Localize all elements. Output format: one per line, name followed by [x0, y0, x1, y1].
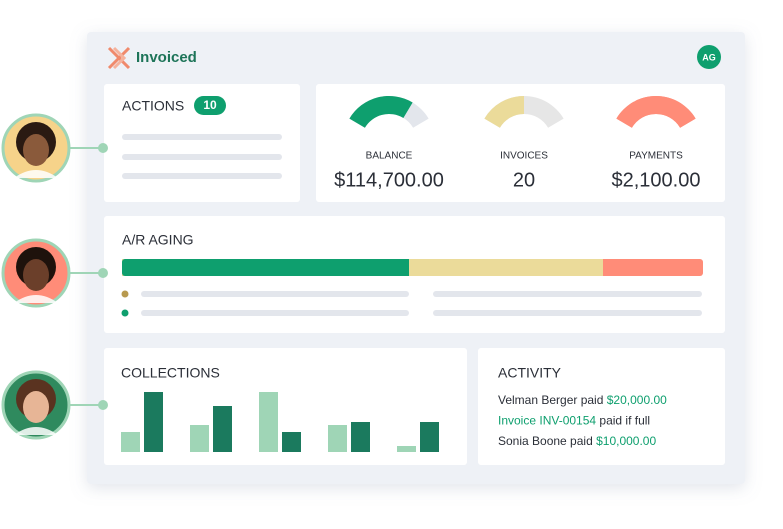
legend-dot — [121, 290, 129, 298]
connector-dot — [98, 143, 108, 153]
metric-value: 20 — [513, 169, 535, 191]
badge-count: 10 — [203, 98, 217, 112]
person-shoulders — [14, 295, 58, 303]
activity-link: $20,000.00 — [607, 393, 667, 407]
connector-dot — [98, 268, 108, 278]
panel-title: COLLECTIONS — [121, 365, 220, 381]
badge — [194, 96, 226, 115]
gauge-fill — [349, 95, 413, 128]
person-face — [23, 391, 49, 423]
person-shoulders — [14, 170, 58, 178]
activity-panel — [478, 348, 725, 465]
metric-value: $2,100.00 — [612, 169, 701, 191]
metric-label: INVOICES — [500, 151, 548, 162]
logo-text: Invoiced — [136, 49, 197, 66]
metric-label: PAYMENTS — [629, 151, 683, 162]
activity-item: Velman Berger paid $20,000.00 — [498, 393, 667, 407]
activity-text: Velman Berger paid — [498, 393, 607, 407]
connector-dot — [98, 400, 108, 410]
actions-panel — [104, 84, 300, 202]
logo-icon — [107, 46, 131, 70]
collections-chart — [121, 392, 439, 452]
panel-title: ACTIONS — [122, 98, 184, 114]
person-face — [23, 134, 49, 166]
activity-link: Invoice INV-00154 — [498, 414, 596, 428]
activity-text: Sonia Boone paid — [498, 434, 596, 448]
gauge-fill — [484, 96, 524, 128]
activity-text: paid if full — [596, 414, 650, 428]
user-initials: AG — [702, 52, 716, 62]
aging-bar-segment — [300, 259, 409, 276]
panel-title: ACTIVITY — [498, 365, 562, 381]
activity-link: $10,000.00 — [596, 434, 656, 448]
person-shoulders — [14, 427, 58, 435]
metric-value: $114,700.00 — [334, 169, 444, 191]
metric-label: BALANCE — [366, 151, 413, 162]
panel-title: A/R AGING — [122, 232, 194, 248]
person-face — [23, 259, 49, 291]
gauge-fill — [616, 96, 696, 128]
activity-item: Invoice INV-00154 paid if full — [498, 414, 650, 428]
legend-dot — [121, 309, 129, 317]
user-avatar[interactable] — [697, 45, 721, 69]
activity-item: Sonia Boone paid $10,000.00 — [498, 434, 656, 448]
